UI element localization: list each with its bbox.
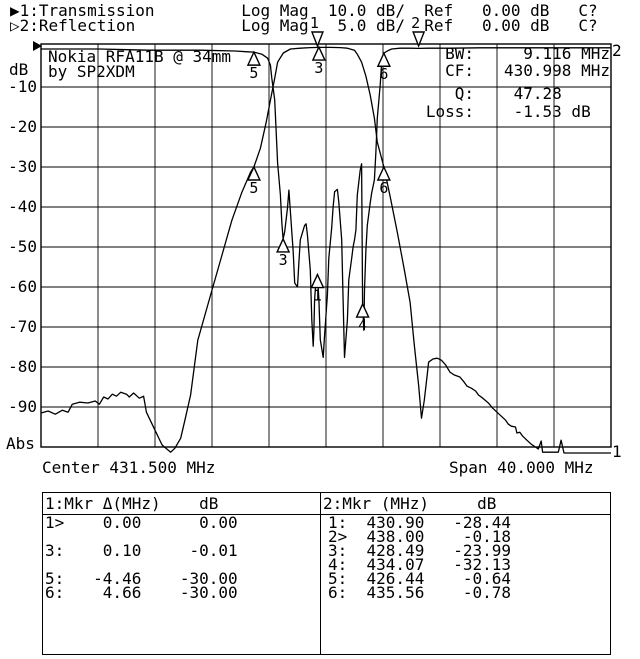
- marker-row: 5: 426.44 -0.64: [328, 569, 512, 588]
- marker-row: 5: -4.46 -30.00: [45, 569, 238, 588]
- stat-bw-label: BW:: [445, 44, 474, 63]
- marker-triangle-label-3: 3: [279, 251, 288, 269]
- y-axis-tick: -70: [8, 317, 37, 336]
- marker-triangle-5: [246, 165, 261, 181]
- marker-table-ch2: 2:Mkr (MHz) dB 1: 430.90 -28.44 2> 438.0…: [320, 492, 611, 655]
- channel1-header-line: ▶1:Transmission Log Mag 10.0 dB/ Ref 0.0…: [10, 1, 598, 20]
- marker-row: 3: 0.10 -0.01: [45, 541, 238, 560]
- y-axis-tick: -30: [8, 157, 37, 176]
- marker-flag-2: [412, 31, 426, 48]
- marker-triangle-label-6: 6: [379, 179, 388, 197]
- marker-triangle-label-3: 3: [314, 59, 323, 77]
- marker-flag-label-1: 1: [310, 14, 319, 32]
- marker-row: 4: 434.07 -32.13: [328, 555, 512, 574]
- y-axis-tick: -50: [8, 237, 37, 256]
- y-axis-abs-label: Abs: [6, 434, 35, 453]
- y-axis-unit-label: dB: [9, 60, 29, 79]
- channel-start-arrow: [33, 41, 42, 51]
- stat-cf-value: 430.998 MHz: [504, 61, 610, 80]
- y-axis-tick: -90: [8, 397, 37, 416]
- marker-table-ch1-header: 1:Mkr Δ(MHz) dB: [43, 493, 320, 515]
- marker-triangle-label-5: 5: [249, 179, 258, 197]
- marker-triangle-label-5: 5: [249, 64, 258, 82]
- y-axis-tick: -60: [8, 277, 37, 296]
- marker-row: 6: 4.66 -30.00: [45, 583, 238, 602]
- stat-bw-value: 9.116 MHz: [504, 44, 610, 63]
- marker-row: 6: 435.56 -0.78: [328, 583, 512, 602]
- x-axis-span-label: Span 40.000 MHz: [449, 458, 594, 477]
- reflection-trace: [41, 47, 611, 359]
- y-axis-tick: -20: [8, 117, 37, 136]
- stat-loss-label: Loss:: [425, 102, 474, 121]
- marker-table-ch2-header-text: 2:Mkr (MHz) dB: [323, 494, 497, 513]
- stat-q-value: 47.28: [504, 84, 562, 103]
- channel1-edge-indicator: 1: [612, 442, 622, 461]
- stat-cf-label: CF:: [445, 61, 474, 80]
- marker-triangle-3: [276, 237, 291, 253]
- y-axis-tick: -10: [8, 77, 37, 96]
- y-axis-tick: -40: [8, 197, 37, 216]
- marker-row: 1> 0.00 0.00: [45, 513, 238, 532]
- marker-row: 1: 430.90 -28.44: [328, 513, 512, 532]
- channel2-header-line: ▷2:Reflection Log Mag 5.0 dB/ Ref 0.00 d…: [10, 16, 598, 35]
- marker-triangle-label-6: 6: [379, 65, 388, 83]
- marker-table-ch2-header: 2:Mkr (MHz) dB: [321, 493, 610, 515]
- marker-triangle-4: [355, 302, 370, 318]
- measurement-plot: 1 2 3 5 6 5 6 3 1 4 2 1: [33, 14, 622, 461]
- marker-flag-1: [310, 31, 324, 48]
- device-title-line2: by SP2XDM: [48, 62, 135, 81]
- marker-triangle-3: [311, 45, 326, 61]
- stat-q-label: Q:: [454, 84, 474, 103]
- transmission-trace: [40, 46, 611, 454]
- marker-flag-label-2: 2: [411, 14, 420, 32]
- marker-triangle-6: [376, 51, 391, 67]
- marker-triangle-6: [376, 165, 391, 181]
- marker-row: 2> 438.00 -0.18: [328, 527, 512, 546]
- stat-loss-value: -1.53 dB: [504, 102, 591, 121]
- marker-row: 3: 428.49 -23.99: [328, 541, 512, 560]
- y-axis-tick: -80: [8, 357, 37, 376]
- marker-table-ch1: 1:Mkr Δ(MHz) dB 1> 0.00 0.00 3: 0.10 -0.…: [42, 492, 321, 655]
- marker-triangle-label-4: 4: [358, 316, 367, 334]
- marker-triangle-label-1: 1: [313, 287, 322, 305]
- device-title-line1: Nokia RFA11B @ 34mm: [48, 47, 232, 66]
- marker-table-ch1-header-text: 1:Mkr Δ(MHz) dB: [45, 494, 219, 513]
- channel2-edge-indicator: 2: [612, 41, 622, 60]
- marker-triangle-5: [246, 50, 261, 66]
- marker-triangle-1: [310, 272, 325, 289]
- x-axis-center-label: Center 431.500 MHz: [42, 458, 216, 477]
